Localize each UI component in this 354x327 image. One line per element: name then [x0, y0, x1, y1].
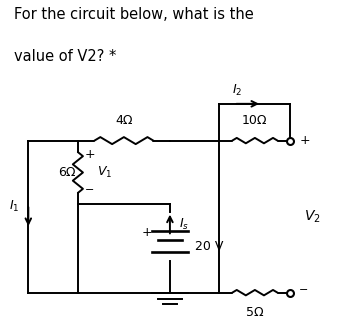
Text: $I_2$: $I_2$: [232, 83, 242, 98]
Text: +: +: [142, 226, 152, 239]
Text: 5Ω: 5Ω: [246, 306, 264, 319]
Text: $I_1$: $I_1$: [9, 199, 19, 215]
Text: 20 V: 20 V: [195, 240, 223, 252]
Text: 4Ω: 4Ω: [115, 114, 133, 127]
Text: $V_1$: $V_1$: [97, 165, 113, 180]
Text: 6Ω: 6Ω: [59, 166, 76, 179]
Text: $I_s$: $I_s$: [179, 216, 189, 232]
Text: For the circuit below, what is the: For the circuit below, what is the: [14, 7, 254, 22]
Text: +: +: [85, 148, 96, 161]
Text: +: +: [299, 134, 310, 147]
Text: 10Ω: 10Ω: [242, 114, 268, 127]
Text: −: −: [85, 185, 94, 195]
Text: value of V2? *: value of V2? *: [14, 49, 116, 64]
Text: $V_2$: $V_2$: [304, 208, 321, 225]
Text: −: −: [299, 285, 308, 295]
